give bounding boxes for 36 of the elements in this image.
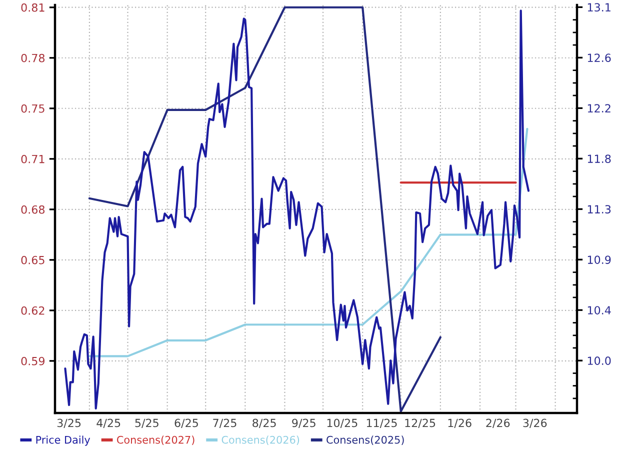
x-tick-label: 9/25 <box>292 418 316 428</box>
x-tick-label: 3/25 <box>57 418 81 428</box>
y-tick-label: 0.81 <box>21 3 44 12</box>
y-tick-label: 0.59 <box>21 356 44 366</box>
x-tick-label: 10/25 <box>327 418 358 428</box>
x-tick-label: 2/26 <box>486 418 510 428</box>
legend-label: Consens(2025) <box>326 436 404 445</box>
y-tick-label: 0.68 <box>21 205 45 214</box>
legend-label: Price Daily <box>36 436 90 446</box>
x-tick-label: 7/25 <box>213 418 236 428</box>
y2-tick-label: 10.0 <box>588 356 611 365</box>
y2-tick-label: 13.1 <box>588 3 610 12</box>
y-tick-label: 0.62 <box>21 306 44 315</box>
y2-tick-label: 11.8 <box>588 154 611 164</box>
line-series <box>64 10 530 410</box>
line-series <box>88 128 528 358</box>
y2-tick-label: 12.2 <box>588 104 610 112</box>
x-tick-label: 1/26 <box>448 418 472 428</box>
y2-tick-label: 10.4 <box>588 306 611 314</box>
y2-tick-label: 12.6 <box>588 54 611 62</box>
x-tick-label: 12/25 <box>405 418 436 428</box>
y-tick-label: 0.71 <box>21 154 44 164</box>
y-tick-label: 0.65 <box>21 256 44 264</box>
legend-label: Consens(2026) <box>222 436 300 445</box>
x-tick-label: 5/25 <box>135 418 158 428</box>
y2-tick-label: 11.3 <box>588 205 611 214</box>
x-tick-label: 8/25 <box>252 418 276 428</box>
x-tick-label: 11/25 <box>366 418 397 428</box>
y-tick-label: 0.75 <box>21 104 44 113</box>
x-tick-label: 3/26 <box>523 418 547 428</box>
y2-tick-label: 10.9 <box>588 256 611 264</box>
line-series <box>88 6 442 412</box>
x-tick-label: 4/25 <box>96 418 120 428</box>
x-tick-label: 6/25 <box>174 418 198 428</box>
y-tick-label: 0.78 <box>21 54 45 62</box>
legend-label: Consens(2027) <box>116 436 194 445</box>
